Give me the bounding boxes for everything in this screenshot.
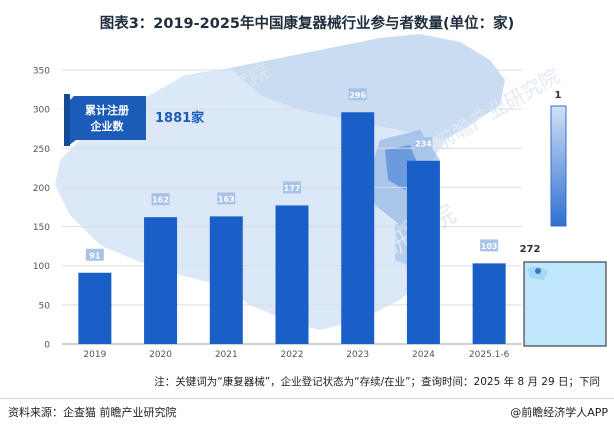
data-label-bg (283, 181, 301, 194)
x-tick-label: 2025.1-6 (469, 350, 510, 360)
data-label: 162 (152, 196, 169, 205)
y-tick-label: 200 (33, 184, 50, 194)
x-tick-label: 2022 (281, 350, 304, 360)
y-axis: 0 50 100 150 200 250 300 350 (33, 67, 50, 351)
legend-max-label: 1 (555, 90, 562, 101)
bar (144, 217, 178, 344)
color-scale-legend: 1 272 (520, 90, 567, 255)
data-label: 296 (349, 91, 366, 100)
y-tick-label: 150 (33, 223, 50, 233)
data-label-bg (85, 248, 104, 261)
source-label: 资料来源：企查猫 前瞻产业研究院 (8, 406, 177, 419)
inset-map (523, 261, 607, 347)
data-label: 177 (284, 184, 301, 193)
chart-area: 前瞻产业研究院 前瞻产业研究院 前瞻产业研究院 0501001502002503… (33, 34, 607, 360)
y-tick-label: 250 (33, 145, 50, 155)
data-label-bg (480, 239, 499, 252)
brand-credit: @前瞻经济学人APP (510, 406, 608, 419)
x-axis: 2019 2020 2021 2022 2023 2024 2025.1-6 (83, 350, 509, 360)
bar (472, 263, 506, 344)
divider (0, 398, 614, 399)
callout-label-line1: 累计注册 (85, 103, 129, 117)
bars: 91 162 163 177 296 234 103 (78, 88, 506, 344)
data-label-bg (414, 136, 433, 149)
data-label-bg (348, 88, 367, 101)
x-tick-label: 2023 (346, 350, 369, 360)
data-label-bg (151, 193, 170, 206)
y-tick-label: 100 (33, 262, 50, 272)
y-tick-label: 50 (39, 301, 51, 311)
y-tick-label: 0 (44, 341, 50, 351)
bar (275, 205, 309, 344)
legend-min-label: 272 (520, 244, 541, 255)
y-tick-label: 300 (33, 106, 50, 116)
x-tick-label: 2024 (412, 350, 435, 360)
data-label: 91 (89, 251, 101, 260)
callout-label-line2: 企业数 (90, 119, 125, 133)
legend-gradient-bar (550, 105, 567, 227)
bar (341, 112, 375, 344)
callout-value: 1881家 (155, 110, 205, 126)
x-tick-label: 2021 (215, 350, 238, 360)
bar (209, 216, 243, 344)
x-tick-label: 2019 (83, 350, 106, 360)
x-tick-label: 2020 (149, 350, 172, 360)
china-map-background (55, 34, 505, 330)
data-label: 234 (415, 139, 432, 148)
data-label: 103 (481, 242, 498, 251)
data-label: 163 (218, 195, 235, 204)
chart-title: 图表3：2019-2025年中国康复器械行业参与者数量(单位：家) (99, 16, 515, 32)
chart-note: 注：关键词为“康复器械”，企业登记状态为“存续/在业”；查询时间：2025 年 … (154, 376, 600, 388)
total-registered-callout: 累计注册 企业数 1881家 (64, 94, 205, 146)
bar (406, 160, 440, 344)
bar (78, 272, 112, 344)
y-tick-label: 350 (33, 67, 50, 77)
data-label-bg (217, 192, 236, 205)
